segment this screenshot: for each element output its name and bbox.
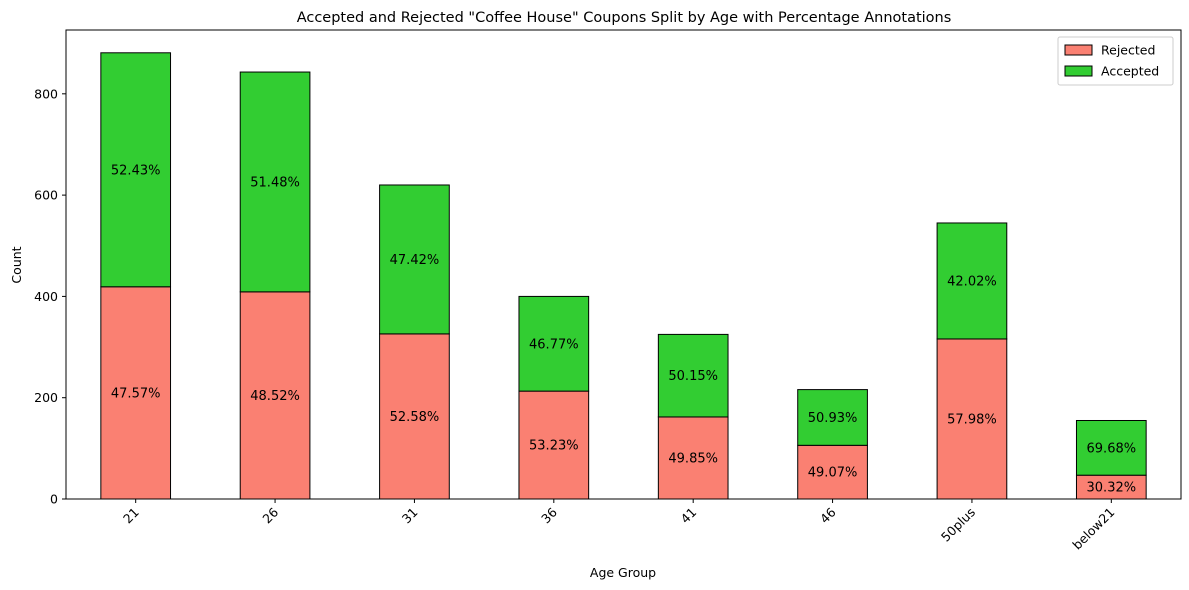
- x-axis: 21 26 31 36 41 46 50plus below21: [120, 499, 1117, 553]
- legend: Rejected Accepted: [1057, 36, 1174, 86]
- legend-swatch-accepted: [1064, 65, 1093, 77]
- legend-label-accepted: Accepted: [1101, 64, 1159, 79]
- legend-swatch-rejected: [1064, 44, 1093, 56]
- bar-accepted-41: [657, 333, 729, 418]
- bar-label-rejected-26: 48.52%: [250, 389, 300, 404]
- bar-label-accepted-41: 50.15%: [668, 369, 718, 384]
- bar-label-rejected-36: 53.23%: [529, 439, 579, 454]
- bar-accepted-21: [100, 52, 172, 288]
- bar-label-rejected-21: 47.57%: [111, 386, 161, 401]
- bar-accepted-50plus: [936, 222, 1008, 340]
- y-axis-label: Count: [9, 246, 24, 283]
- bar-label-rejected-below21: 30.32%: [1087, 481, 1137, 496]
- bar-rejected-50plus: [936, 338, 1008, 500]
- legend-label-rejected: Rejected: [1101, 43, 1155, 58]
- bar-label-accepted-21: 52.43%: [111, 163, 161, 178]
- bar-accepted-below21: [1075, 419, 1147, 476]
- bar-labels-group: 47.57% 52.43% 48.52% 51.48% 52.58% 47.42% 53.2…: [111, 163, 1136, 495]
- x-tick-label-26: 26: [259, 504, 281, 526]
- chart-title: Accepted and Rejected "Coffee House" Cou…: [297, 10, 952, 26]
- y-tick-label-800: 800: [34, 86, 58, 101]
- bar-label-rejected-31: 52.58%: [390, 410, 440, 425]
- bar-rejected-31: [379, 333, 450, 500]
- y-tick-label-600: 600: [34, 188, 58, 203]
- y-tick-label-200: 200: [34, 390, 58, 405]
- x-tick-label-31: 31: [399, 505, 421, 527]
- y-tick-label-400: 400: [34, 289, 58, 304]
- x-tick-label-below21: below21: [1069, 505, 1117, 553]
- x-tick-label-36: 36: [538, 504, 560, 526]
- x-tick-label-21: 21: [120, 505, 142, 527]
- x-tick-label-50plus: 50plus: [938, 505, 978, 545]
- bars-group: [100, 52, 1147, 500]
- y-axis: 0 200 400 600 800: [34, 86, 66, 507]
- bar-rejected-21: [100, 286, 172, 500]
- bar-accepted-36: [518, 295, 590, 392]
- bar-accepted-31: [379, 184, 450, 335]
- bar-accepted-26: [239, 71, 311, 293]
- bar-label-rejected-46: 49.07%: [808, 466, 858, 481]
- x-axis-label: Age Group: [590, 565, 656, 580]
- x-tick-label-46: 46: [817, 504, 839, 526]
- bar-label-accepted-31: 47.42%: [390, 253, 440, 268]
- bar-label-rejected-41: 49.85%: [668, 451, 718, 466]
- x-tick-label-41: 41: [677, 505, 699, 527]
- bar-label-accepted-below21: 69.68%: [1087, 441, 1137, 456]
- bar-label-accepted-46: 50.93%: [808, 411, 858, 426]
- plot-frame: [65, 29, 1182, 500]
- bar-label-rejected-50plus: 57.98%: [947, 412, 997, 427]
- bar-label-accepted-26: 51.48%: [250, 175, 300, 190]
- y-tick-label-0: 0: [50, 492, 58, 507]
- bar-label-accepted-50plus: 42.02%: [947, 274, 997, 289]
- bar-accepted-46: [797, 389, 868, 446]
- bar-rejected-46: [797, 444, 868, 500]
- bar-label-accepted-36: 46.77%: [529, 337, 579, 352]
